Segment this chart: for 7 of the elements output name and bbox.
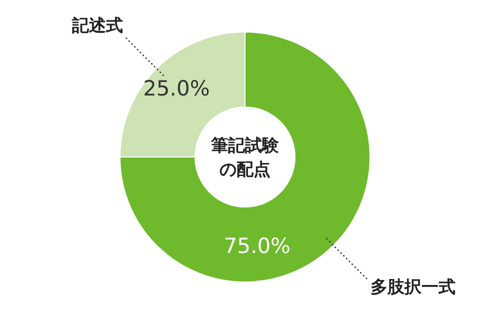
data-label: 25.0% <box>143 76 210 100</box>
data-label: 75.0% <box>224 234 291 258</box>
text: 筆記試験 <box>210 136 280 156</box>
donut-slice <box>120 32 370 282</box>
slice-label: 多肢択一式 <box>370 278 456 298</box>
text: の配点 <box>220 160 270 180</box>
slice-label: 記述式 <box>70 16 123 36</box>
